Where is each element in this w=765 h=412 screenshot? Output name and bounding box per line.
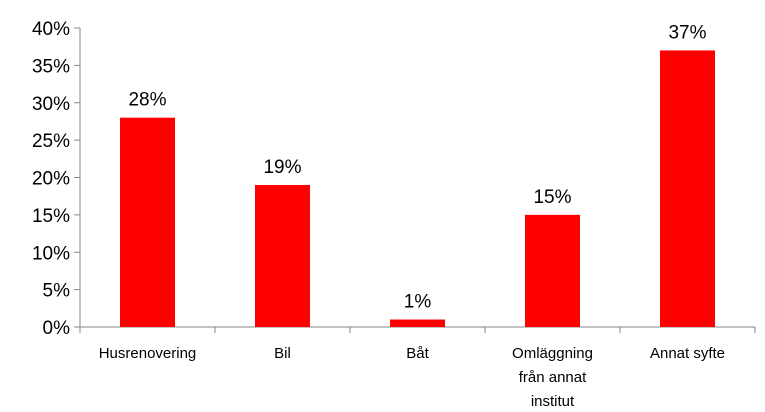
x-tick-label: Husrenovering: [99, 345, 197, 362]
x-tick-label-line: institut: [531, 393, 575, 410]
y-tick-label: 20%: [32, 169, 70, 190]
y-axis: 0% 5% 10% 15% 20% 25% 30% 35% 40%: [32, 19, 81, 339]
data-label: 37%: [668, 22, 706, 43]
x-tick-label: Bil: [274, 345, 291, 362]
y-tick-label: 15%: [32, 206, 70, 227]
y-tick-label: 5%: [43, 281, 71, 302]
y-tick-label: 35%: [32, 56, 70, 77]
x-tick-label-line: Bil: [274, 345, 291, 362]
x-tick-label-line: Annat syfte: [650, 345, 725, 362]
y-tick-label: 30%: [32, 94, 70, 115]
bar: [255, 184, 310, 327]
data-label: 15%: [533, 187, 571, 208]
y-tick-label: 10%: [32, 243, 70, 264]
x-tick-label-line: Båt: [406, 345, 429, 362]
bars: [120, 50, 715, 328]
bar: [390, 319, 445, 327]
data-label: 1%: [404, 292, 432, 313]
x-tick-label: Båt: [406, 345, 429, 362]
data-label: 28%: [128, 90, 166, 111]
x-tick-label-line: från annat: [519, 369, 587, 386]
x-tick-label-line: Husrenovering: [99, 345, 197, 362]
x-axis: [79, 326, 756, 333]
x-tick-label: Annat syfte: [650, 345, 725, 362]
y-tick-label: 0%: [43, 318, 71, 339]
y-tick-label: 40%: [32, 19, 70, 40]
bar: [525, 214, 580, 327]
x-tick-labels: Husrenovering Bil Båt Omläggning från annat i…: [99, 345, 725, 410]
data-labels: 28% 19% 1% 15% 37%: [128, 22, 706, 312]
bar: [660, 50, 715, 328]
x-tick-label-line: Omläggning: [512, 345, 593, 362]
data-label: 19%: [263, 157, 301, 178]
bar: [120, 117, 175, 327]
x-tick-label: Omläggning från annat institut: [512, 345, 593, 410]
y-tick-label: 25%: [32, 131, 70, 152]
